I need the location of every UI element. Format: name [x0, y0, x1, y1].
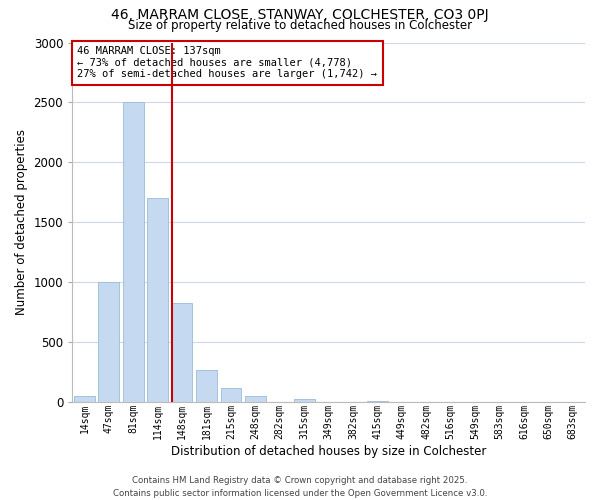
Bar — [245, 396, 266, 402]
Text: Size of property relative to detached houses in Colchester: Size of property relative to detached ho… — [128, 18, 472, 32]
Bar — [172, 303, 193, 402]
Text: 46 MARRAM CLOSE: 137sqm
← 73% of detached houses are smaller (4,778)
27% of semi: 46 MARRAM CLOSE: 137sqm ← 73% of detache… — [77, 46, 377, 80]
Bar — [196, 370, 217, 402]
X-axis label: Distribution of detached houses by size in Colchester: Distribution of detached houses by size … — [171, 444, 486, 458]
Y-axis label: Number of detached properties: Number of detached properties — [15, 130, 28, 316]
Bar — [98, 282, 119, 403]
Text: Contains HM Land Registry data © Crown copyright and database right 2025.
Contai: Contains HM Land Registry data © Crown c… — [113, 476, 487, 498]
Bar — [294, 398, 314, 402]
Bar — [221, 388, 241, 402]
Bar — [123, 102, 143, 403]
Bar — [74, 396, 95, 402]
Bar — [147, 198, 168, 402]
Text: 46, MARRAM CLOSE, STANWAY, COLCHESTER, CO3 0PJ: 46, MARRAM CLOSE, STANWAY, COLCHESTER, C… — [111, 8, 489, 22]
Bar — [367, 400, 388, 402]
